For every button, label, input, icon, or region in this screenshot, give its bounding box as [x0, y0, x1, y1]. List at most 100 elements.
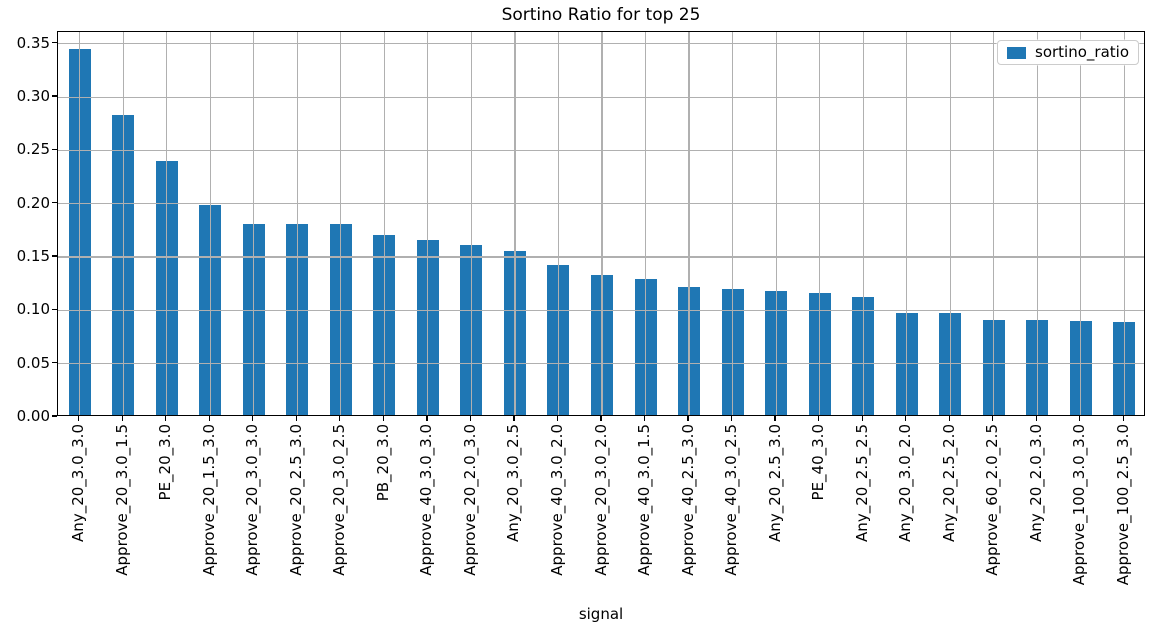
y-tick-label: 0.10: [16, 300, 50, 319]
x-tick-label: Approve_40_3.0_2.5: [722, 424, 741, 576]
x-tick-label: Any_20_3.0_3.0: [69, 424, 88, 542]
x-gridline: [993, 32, 995, 415]
x-tick-mark: [992, 416, 994, 421]
x-tick-mark: [426, 416, 428, 421]
x-tick-mark: [905, 416, 907, 421]
x-gridline: [340, 32, 342, 415]
x-gridline: [906, 32, 908, 415]
x-tick-label: Approve_20_3.0_3.0: [243, 424, 262, 576]
y-gridline: [58, 43, 1144, 45]
x-gridline: [862, 32, 864, 415]
x-tick-label: Approve_40_3.0_3.0: [417, 424, 436, 576]
x-gridline: [688, 32, 690, 415]
x-tick-mark: [252, 416, 254, 421]
y-gridline: [58, 363, 1144, 365]
x-gridline: [1036, 32, 1038, 415]
x-tick-label: Approve_40_2.5_3.0: [678, 424, 697, 576]
x-tick-mark: [165, 416, 167, 421]
chart-title: Sortino Ratio for top 25: [501, 5, 701, 25]
x-tick-label: PB_20_3.0: [373, 424, 392, 502]
legend-label: sortino_ratio: [1035, 43, 1129, 61]
y-tick-label: 0.20: [16, 193, 50, 212]
x-tick-label: Approve_20_3.0_2.0: [591, 424, 610, 576]
x-gridline: [122, 32, 124, 415]
y-gridline: [58, 149, 1144, 151]
x-gridline: [166, 32, 168, 415]
x-gridline: [383, 32, 385, 415]
y-tick-label: 0.05: [16, 353, 50, 372]
x-tick-mark: [78, 416, 80, 421]
x-axis-label: signal: [578, 605, 624, 623]
x-tick-label: Approve_20_3.0_2.5: [330, 424, 349, 576]
y-gridline: [58, 309, 1144, 311]
x-tick-label: Any_20_2.5_2.0: [939, 424, 958, 542]
x-tick-mark: [600, 416, 602, 421]
x-tick-mark: [469, 416, 472, 421]
x-gridline: [949, 32, 951, 415]
legend-swatch-icon: [1007, 46, 1027, 59]
x-tick-mark: [121, 416, 123, 421]
legend: sortino_ratio: [997, 40, 1139, 65]
x-tick-mark: [339, 416, 341, 421]
x-gridline: [644, 32, 647, 415]
y-tick-mark: [52, 95, 57, 97]
y-tick-mark: [52, 148, 57, 150]
y-tick-label: 0.00: [16, 407, 50, 425]
x-tick-label: Approve_40_3.0_1.5: [635, 424, 654, 576]
x-tick-label: Approve_20_1.5_3.0: [199, 424, 218, 576]
x-tick-label: PE_40_3.0: [809, 424, 828, 501]
x-gridline: [775, 32, 777, 415]
x-tick-mark: [208, 416, 210, 421]
x-tick-mark: [818, 416, 820, 421]
x-gridline: [732, 32, 734, 415]
x-tick-label: Any_20_3.0_2.5: [504, 424, 523, 542]
x-gridline: [557, 32, 560, 415]
x-tick-label: Any_20_2.5_3.0: [765, 424, 784, 542]
x-tick-label: Approve_60_2.0_2.5: [983, 424, 1002, 576]
x-tick-mark: [774, 416, 776, 421]
x-gridline: [209, 32, 211, 415]
x-tick-label: Any_20_3.0_2.0: [896, 424, 915, 542]
grid-layer: [58, 32, 1144, 415]
x-tick-mark: [556, 416, 559, 421]
x-tick-label: Approve_20_2.0_3.0: [460, 424, 479, 576]
x-tick-mark: [513, 416, 515, 421]
y-tick-mark: [52, 42, 57, 44]
y-tick-label: 0.15: [16, 247, 50, 266]
x-gridline: [427, 32, 429, 415]
x-gridline: [1123, 32, 1125, 415]
x-gridline: [819, 32, 821, 415]
y-gridline: [58, 256, 1144, 258]
x-tick-label: Approve_100_3.0_3.0: [1070, 424, 1089, 586]
y-tick-label: 0.35: [16, 33, 50, 52]
x-tick-label: PE_20_3.0: [156, 424, 175, 501]
x-tick-mark: [861, 416, 863, 421]
y-tick-mark: [52, 362, 57, 364]
y-tick-label: 0.30: [16, 87, 50, 106]
x-tick-mark: [730, 416, 733, 421]
x-tick-label: Approve_20_3.0_1.5: [112, 424, 131, 576]
y-tick-mark: [52, 308, 57, 310]
x-tick-label: Approve_20_2.5_3.0: [286, 424, 305, 576]
x-tick-mark: [1122, 416, 1124, 421]
x-tick-label: Any_20_2.5_2.5: [852, 424, 871, 542]
y-gridline: [58, 96, 1144, 98]
x-tick-mark: [295, 416, 297, 421]
x-gridline: [514, 32, 516, 415]
x-tick-label: Any_20_2.0_3.0: [1026, 424, 1045, 542]
x-gridline: [1080, 32, 1082, 415]
x-tick-mark: [1035, 416, 1037, 421]
x-tick-label: Approve_100_2.5_3.0: [1113, 424, 1132, 586]
x-tick-mark: [687, 416, 689, 421]
plot-area: sortino_ratio: [57, 31, 1145, 416]
x-tick-mark: [643, 416, 646, 421]
x-tick-label: Approve_40_3.0_2.0: [547, 424, 566, 576]
y-tick-mark: [52, 255, 57, 257]
y-tick-mark: [52, 415, 57, 417]
y-tick-label: 0.25: [16, 140, 50, 159]
x-tick-mark: [1079, 416, 1081, 421]
x-tick-mark: [382, 416, 384, 421]
x-gridline: [79, 32, 81, 415]
x-gridline: [601, 32, 603, 415]
